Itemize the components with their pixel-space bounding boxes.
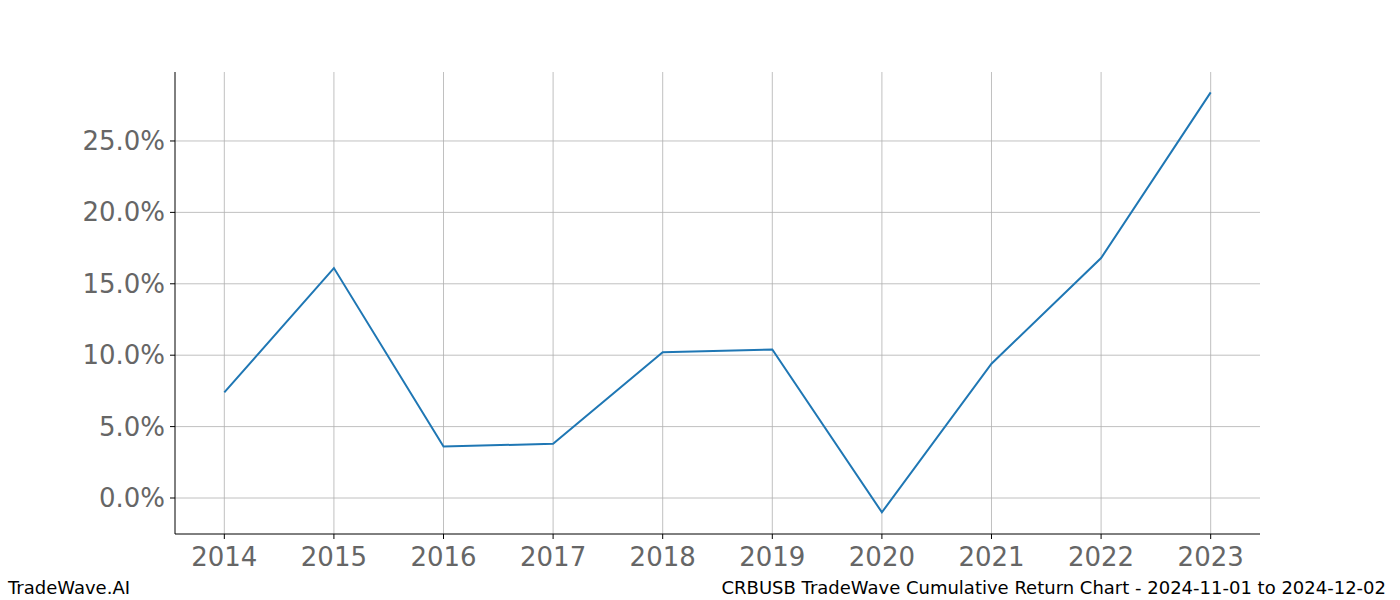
tick-label: 0.0% — [99, 483, 165, 513]
tick-label: 15.0% — [82, 269, 165, 299]
tick-label: 5.0% — [99, 412, 165, 442]
title: CRBUSB TradeWave Cumulative Return Chart… — [721, 577, 1386, 598]
tick-mark — [170, 140, 175, 141]
tick-mark — [662, 534, 663, 539]
tick-mark — [553, 534, 554, 539]
tick-label: 2022 — [1068, 542, 1134, 572]
tick-mark — [991, 534, 992, 539]
grid-line — [175, 426, 1260, 427]
tick-label: 2019 — [739, 542, 805, 572]
ticks: 2014 2015 2016 2017 2018 2019 2020 2021 2022 2023… — [82, 126, 1243, 572]
tick-label: 2021 — [958, 542, 1024, 572]
tick-mark — [170, 212, 175, 213]
tick-label: 2020 — [849, 542, 915, 572]
tick-mark — [170, 426, 175, 427]
tick-label: 2018 — [630, 542, 696, 572]
tick-label: 2017 — [520, 542, 586, 572]
grid — [175, 72, 1260, 534]
tick-mark — [443, 534, 444, 539]
tick-label: 2016 — [410, 542, 476, 572]
tick-label: 25.0% — [82, 126, 165, 156]
tick-label: 10.0% — [82, 340, 165, 370]
tick-mark — [333, 534, 334, 539]
tick-label: 2014 — [191, 542, 257, 572]
tick-mark — [170, 498, 175, 499]
grid-line — [175, 140, 1260, 141]
tick-mark — [881, 534, 882, 539]
tick-mark — [170, 355, 175, 356]
tick-label: 2023 — [1178, 542, 1244, 572]
grid-line — [175, 212, 1260, 213]
tick-mark — [170, 283, 175, 284]
tick-mark — [1210, 534, 1211, 539]
grid-line — [175, 283, 1260, 284]
tick-mark — [772, 534, 773, 539]
watermark: TradeWave.AI — [7, 577, 130, 598]
chart: 2014 2015 2016 2017 2018 2019 2020 2021 2022 2023… — [0, 0, 1400, 600]
series-line — [224, 92, 1210, 512]
y-axis — [175, 72, 176, 534]
grid-line — [175, 355, 1260, 356]
tick-mark — [224, 534, 225, 539]
grid-line — [175, 498, 1260, 499]
tick-label: 20.0% — [82, 197, 165, 227]
plot-area — [224, 92, 1210, 512]
tick-label: 2015 — [301, 542, 367, 572]
tick-mark — [1101, 534, 1102, 539]
x-axis — [175, 534, 1260, 535]
